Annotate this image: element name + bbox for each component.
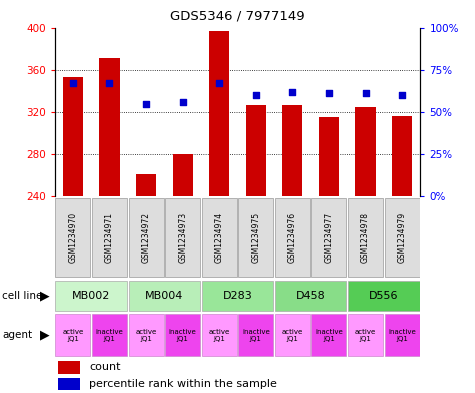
Text: inactive
JQ1: inactive JQ1 [388,329,416,342]
Text: percentile rank within the sample: percentile rank within the sample [89,379,277,389]
Text: count: count [89,362,121,372]
FancyBboxPatch shape [312,314,346,356]
FancyBboxPatch shape [348,198,383,277]
Bar [172,154,193,196]
Text: cell line: cell line [2,291,43,301]
Text: GSM1234975: GSM1234975 [251,212,260,263]
Text: agent: agent [2,330,32,340]
Point [179,99,186,105]
Bar [58,378,80,390]
FancyBboxPatch shape [202,198,237,277]
Bar [99,58,120,196]
Point [398,92,406,98]
FancyBboxPatch shape [165,314,200,356]
Text: GSM1234972: GSM1234972 [142,212,151,263]
FancyBboxPatch shape [348,281,419,311]
FancyBboxPatch shape [129,198,163,277]
FancyBboxPatch shape [56,314,90,356]
FancyBboxPatch shape [385,314,419,356]
FancyBboxPatch shape [312,198,346,277]
Text: active
JQ1: active JQ1 [135,329,157,342]
Point [142,100,150,107]
Bar [136,174,156,196]
Bar [392,116,412,196]
FancyBboxPatch shape [56,281,127,311]
FancyBboxPatch shape [202,281,273,311]
Text: active
JQ1: active JQ1 [355,329,376,342]
Text: active
JQ1: active JQ1 [282,329,303,342]
Point [325,90,332,97]
Text: active
JQ1: active JQ1 [62,329,84,342]
FancyBboxPatch shape [385,198,419,277]
Bar [282,105,303,196]
Text: GSM1234974: GSM1234974 [215,212,224,263]
Text: inactive
JQ1: inactive JQ1 [95,329,124,342]
Text: D283: D283 [223,291,252,301]
Text: inactive
JQ1: inactive JQ1 [242,329,270,342]
Point [216,80,223,86]
FancyBboxPatch shape [275,198,310,277]
Bar [355,107,376,196]
Bar [63,77,83,196]
FancyBboxPatch shape [92,314,127,356]
Text: D556: D556 [369,291,399,301]
Point [252,92,259,98]
Point [105,80,113,86]
FancyBboxPatch shape [202,314,237,356]
FancyBboxPatch shape [129,281,200,311]
FancyBboxPatch shape [92,198,127,277]
FancyBboxPatch shape [275,314,310,356]
FancyBboxPatch shape [348,314,383,356]
Point [362,90,370,97]
FancyBboxPatch shape [238,198,273,277]
Text: ▶: ▶ [40,289,50,302]
Text: GSM1234971: GSM1234971 [105,212,114,263]
Text: inactive
JQ1: inactive JQ1 [315,329,343,342]
Text: GSM1234978: GSM1234978 [361,212,370,263]
FancyBboxPatch shape [165,198,200,277]
FancyBboxPatch shape [56,198,90,277]
Text: GSM1234979: GSM1234979 [398,212,407,263]
Point [69,80,77,86]
Text: MB002: MB002 [72,291,110,301]
FancyBboxPatch shape [238,314,273,356]
Text: GSM1234977: GSM1234977 [324,212,333,263]
Bar [319,117,339,196]
Point [289,88,296,95]
Text: GSM1234970: GSM1234970 [68,212,77,263]
Text: GDS5346 / 7977149: GDS5346 / 7977149 [170,10,305,23]
Text: ▶: ▶ [40,329,50,342]
Text: D458: D458 [296,291,325,301]
FancyBboxPatch shape [129,314,163,356]
Text: MB004: MB004 [145,291,183,301]
Text: inactive
JQ1: inactive JQ1 [169,329,197,342]
FancyBboxPatch shape [275,281,346,311]
Bar [58,361,80,373]
Bar [246,105,266,196]
Text: GSM1234976: GSM1234976 [288,212,297,263]
Bar [209,31,229,196]
Text: GSM1234973: GSM1234973 [178,212,187,263]
Text: active
JQ1: active JQ1 [209,329,230,342]
